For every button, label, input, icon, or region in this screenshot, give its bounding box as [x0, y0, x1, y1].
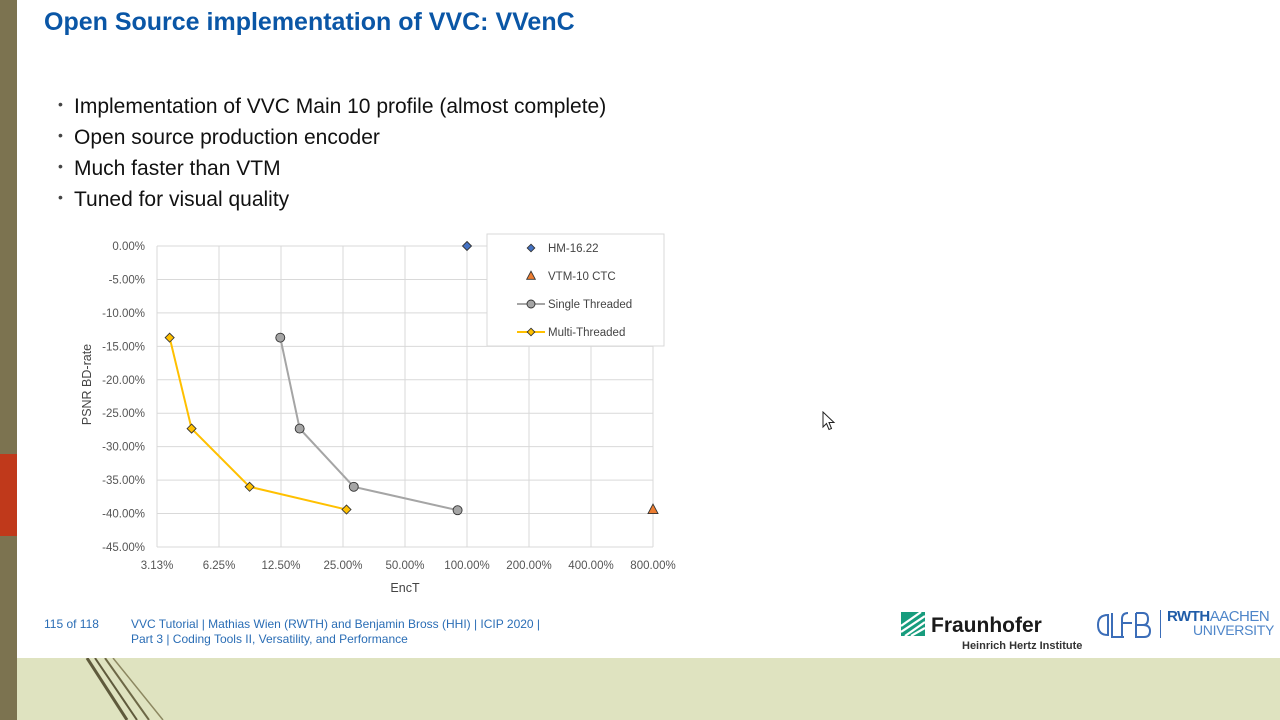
left-decor-strip [0, 0, 17, 720]
bottom-decor-band [17, 658, 1280, 720]
footer-text: VVC Tutorial | Mathias Wien (RWTH) and B… [131, 617, 540, 647]
bullet-item: • Much faster than VTM [58, 152, 606, 183]
fraunhofer-mark-icon [901, 612, 925, 636]
data-point [461, 240, 473, 252]
x-tick-label: 200.00% [506, 560, 551, 572]
mouse-cursor-icon [822, 411, 836, 431]
bullet-text: Open source production encoder [74, 126, 380, 149]
logo-divider [1160, 610, 1161, 638]
rwth-logo: RWTHAACHEN UNIVERSITY [1167, 608, 1275, 641]
data-point [647, 503, 659, 514]
fraunhofer-name: Fraunhofer [931, 614, 1042, 637]
data-point [244, 481, 255, 492]
footer-line-2: Part 3 | Coding Tools II, Versatility, a… [131, 632, 408, 646]
bottom-stripes [85, 658, 164, 720]
legend-label: Multi-Threaded [548, 327, 625, 339]
legend-marker [526, 327, 536, 337]
x-axis-title: EncT [390, 581, 420, 595]
x-tick-label: 400.00% [568, 560, 613, 572]
y-tick-label: -40.00% [102, 509, 145, 521]
y-tick-label: -35.00% [102, 475, 145, 487]
bullet-dot: • [58, 189, 63, 205]
bullet-text: Implementation of VVC Main 10 profile (a… [74, 95, 607, 118]
y-tick-label: -25.00% [102, 408, 145, 420]
bullet-dot: • [58, 96, 63, 112]
legend-label: VTM-10 CTC [548, 271, 616, 283]
bullet-text: Tuned for visual quality [74, 188, 290, 211]
y-tick-label: -15.00% [102, 341, 145, 353]
data-point [186, 423, 197, 434]
rwth-bold-text: RWTH [1167, 608, 1210, 625]
bullet-dot: • [58, 158, 63, 174]
series-line [279, 337, 458, 512]
y-tick-label: 0.00% [112, 241, 145, 253]
legend-label: Single Threaded [548, 299, 632, 311]
rwth-line-2: UNIVERSITY [1193, 622, 1275, 638]
fraunhofer-subtitle: Heinrich Hertz Institute [962, 640, 1083, 652]
chart-legend [486, 233, 665, 347]
x-tick-label: 100.00% [444, 560, 489, 572]
data-point [164, 332, 175, 343]
lfb-logo [1096, 612, 1152, 638]
page-number: 115 of 118 [44, 617, 99, 631]
bdrate-chart: 0.00% -5.00% -10.00% -15.00% -20.00% -25.00% -… [80, 233, 676, 595]
y-tick-label: -20.00% [102, 375, 145, 387]
data-point [294, 423, 305, 434]
data-point [348, 481, 359, 492]
x-tick-label: 50.00% [385, 560, 424, 572]
bullet-item: • Implementation of VVC Main 10 profile (… [58, 90, 606, 121]
bullet-list: • Implementation of VVC Main 10 profile (… [58, 90, 606, 214]
data-point [452, 505, 463, 516]
legend-marker [526, 243, 536, 253]
bullet-dot: • [58, 127, 63, 143]
footer-line-1: VVC Tutorial | Mathias Wien (RWTH) and B… [131, 617, 541, 631]
y-tick-label: -10.00% [102, 308, 145, 320]
y-axis-title: PSNR BD-rate [80, 344, 94, 425]
rwth-line-1: RWTHAACHEN [1167, 608, 1270, 625]
fraunhofer-logo: Fraunhofer Heinrich Hertz Institute [901, 610, 1101, 655]
bullet-item: • Tuned for visual quality [58, 183, 606, 214]
series-line [168, 337, 347, 511]
rwth-light-text: AACHEN [1209, 608, 1270, 625]
x-tick-label: 3.13% [141, 560, 174, 572]
legend-marker [526, 299, 536, 309]
x-tick-label: 12.50% [261, 560, 300, 572]
bullet-item: • Open source production encoder [58, 121, 606, 152]
data-point [275, 332, 286, 343]
y-tick-label: -45.00% [102, 542, 145, 554]
x-tick-label: 800.00% [630, 560, 675, 572]
data-point [341, 504, 352, 515]
y-tick-label: -30.00% [102, 442, 145, 454]
x-tick-label: 6.25% [203, 560, 236, 572]
legend-label: HM-16.22 [548, 243, 599, 255]
slide-title: Open Source implementation of VVC: VVenC [44, 8, 575, 36]
y-tick-label: -5.00% [109, 274, 145, 286]
left-accent-bar [0, 454, 17, 536]
x-tick-label: 25.00% [323, 560, 362, 572]
bullet-text: Much faster than VTM [74, 157, 281, 180]
legend-marker [525, 270, 537, 280]
